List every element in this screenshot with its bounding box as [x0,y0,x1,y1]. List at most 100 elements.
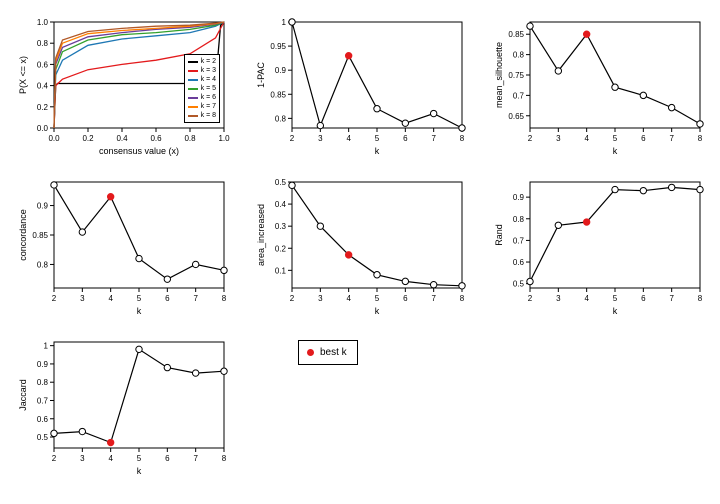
svg-text:area_increased: area_increased [256,204,266,266]
legend-label: k = 4 [201,75,216,84]
svg-text:0.85: 0.85 [270,90,286,99]
svg-text:0.3: 0.3 [275,222,287,231]
svg-text:P(X <= x): P(X <= x) [18,56,28,94]
jaccard-chart: 23456780.50.60.70.80.91kJaccard [12,332,232,482]
svg-text:2: 2 [290,294,295,303]
svg-text:7: 7 [669,134,674,143]
mean_silhouette-chart: 23456780.650.70.750.80.85kmean_silhouett… [488,12,708,162]
svg-text:0.8: 0.8 [275,114,287,123]
svg-text:4: 4 [346,294,351,303]
svg-text:0.4: 0.4 [37,82,49,91]
svg-text:0.6: 0.6 [37,60,49,69]
svg-text:0.8: 0.8 [513,215,525,224]
rand-point [612,186,618,192]
svg-text:0.5: 0.5 [37,433,49,442]
svg-text:0.85: 0.85 [508,30,524,39]
rand-point [668,184,674,190]
concordance-point [164,276,170,282]
legend-row-k5: k = 5 [188,84,216,93]
panel-r2-c2 [488,332,708,482]
panel-r2-c0: 23456780.50.60.70.80.91kJaccard [12,332,232,482]
mean_silhouette-point [527,23,533,29]
svg-text:1-PAC: 1-PAC [256,62,266,88]
svg-text:0.75: 0.75 [508,71,524,80]
mean_silhouette-point [697,121,703,127]
area_increased-point [317,223,323,229]
svg-text:8: 8 [698,134,703,143]
svg-text:6: 6 [165,454,170,463]
svg-text:0.8: 0.8 [513,51,525,60]
mean_silhouette-point [640,92,646,98]
mean_silhouette-point [612,84,618,90]
svg-text:2: 2 [528,134,533,143]
svg-text:Rand: Rand [494,224,504,246]
svg-text:5: 5 [375,294,380,303]
area_increased-point [289,182,295,188]
legend-label: k = 5 [201,84,216,93]
svg-text:7: 7 [669,294,674,303]
svg-text:5: 5 [137,454,142,463]
jaccard-point [221,368,227,374]
legend-label: k = 2 [201,57,216,66]
svg-text:8: 8 [460,294,465,303]
legend-label: k = 3 [201,66,216,75]
legend-swatch [188,88,198,90]
svg-text:0.9: 0.9 [37,360,49,369]
svg-text:0.9: 0.9 [37,202,49,211]
one_pac-point [374,106,380,112]
svg-text:1: 1 [44,342,49,351]
svg-text:0.6: 0.6 [513,258,525,267]
svg-text:5: 5 [613,134,618,143]
svg-text:0.7: 0.7 [37,396,49,405]
concordance-point [51,182,57,188]
svg-text:mean_silhouette: mean_silhouette [494,42,504,108]
consensus-legend: k = 2k = 3k = 4k = 5k = 6k = 7k = 8 [184,54,220,123]
area_increased-point [459,283,465,289]
one_pac-point [317,122,323,128]
rand-point-best [583,219,589,225]
svg-text:5: 5 [613,294,618,303]
legend-row-k4: k = 4 [188,75,216,84]
svg-text:1.0: 1.0 [37,18,49,27]
rand-line [530,187,700,281]
one_pac-point [289,19,295,25]
svg-text:0.2: 0.2 [275,244,287,253]
one_pac-point [430,110,436,116]
legend-label: k = 6 [201,93,216,102]
jaccard-point [79,428,85,434]
rand-point [527,278,533,284]
svg-text:8: 8 [222,294,227,303]
area_increased-line [292,185,462,285]
svg-text:7: 7 [193,454,198,463]
one_pac-point [402,120,408,126]
svg-text:0.2: 0.2 [82,134,94,143]
panel-r2-c1: best k [250,332,470,482]
svg-text:0.5: 0.5 [275,178,287,187]
best-k-label: best k [320,347,347,358]
best-k-legend: best k [298,340,358,365]
svg-text:1: 1 [282,18,287,27]
svg-text:3: 3 [318,294,323,303]
mean_silhouette-point-best [583,31,589,37]
legend-swatch [188,106,198,108]
svg-text:4: 4 [108,454,113,463]
svg-text:3: 3 [80,454,85,463]
jaccard-point [192,370,198,376]
panel-r0-c1: 23456780.80.850.90.951k1-PAC [250,12,470,162]
svg-text:consensus value (x): consensus value (x) [99,146,179,156]
svg-text:0.0: 0.0 [48,134,60,143]
jaccard-line [54,349,224,442]
svg-text:k: k [375,306,380,316]
svg-text:8: 8 [222,454,227,463]
legend-swatch [188,97,198,99]
jaccard-point [164,364,170,370]
panel-r1-c2: 23456780.50.60.70.80.9kRand [488,172,708,322]
svg-text:Jaccard: Jaccard [18,379,28,411]
svg-text:7: 7 [431,134,436,143]
svg-text:0.0: 0.0 [37,124,49,133]
rand-chart: 23456780.50.60.70.80.9kRand [488,172,708,322]
legend-swatch [188,70,198,72]
svg-text:1.0: 1.0 [218,134,230,143]
svg-text:4: 4 [584,294,589,303]
svg-text:0.6: 0.6 [37,415,49,424]
